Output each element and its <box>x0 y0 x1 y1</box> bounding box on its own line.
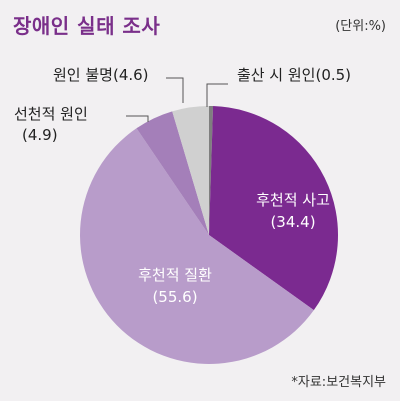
slice-label: 후천적 사고 <box>256 191 330 209</box>
slice-label: 원인 불명(4.6) <box>53 66 149 84</box>
slice-label: 후천적 질환 <box>138 266 212 284</box>
pie-slice <box>209 106 339 311</box>
leader-line <box>206 83 228 107</box>
slice-label: (34.4) <box>270 213 315 231</box>
leader-line <box>166 77 184 103</box>
chart-title: 장애인 실태 조사 <box>13 14 161 38</box>
source-note: *자료:보건복지부 <box>291 375 386 390</box>
slice-label: 선천적 원인 <box>14 105 88 123</box>
slice-label: (4.9) <box>22 126 58 144</box>
pie-slice <box>209 105 214 236</box>
slice-label: 출산 시 원인(0.5) <box>237 66 351 84</box>
leader-line <box>126 115 149 122</box>
slice-label: (55.6) <box>152 288 197 306</box>
pie-slice <box>172 106 209 235</box>
pie-slice <box>136 111 209 235</box>
unit-label: (단위:%) <box>335 19 386 34</box>
pie-slice <box>80 128 314 364</box>
